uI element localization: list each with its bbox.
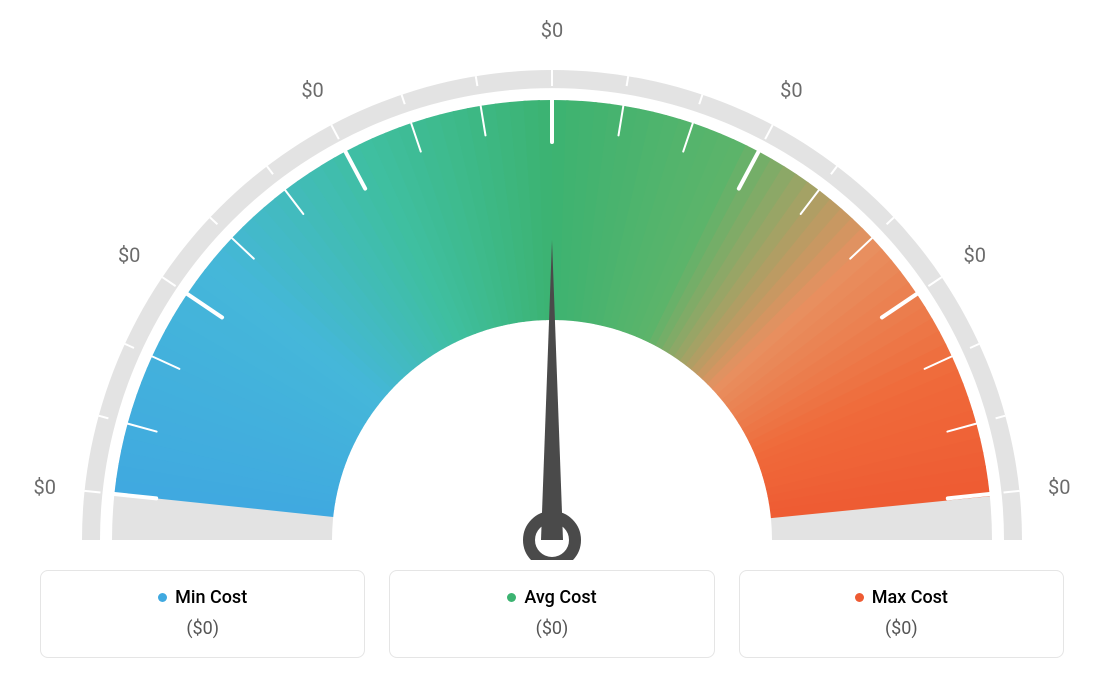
legend-card-max: Max Cost ($0): [739, 570, 1064, 658]
legend-label-avg: Avg Cost: [524, 587, 596, 608]
gauge-tick-label: $0: [964, 243, 986, 267]
gauge-area: $0 $0 $0 $0 $0 $0 $0: [0, 0, 1104, 560]
legend-dot-min: [158, 593, 167, 602]
legend-dot-avg: [507, 593, 516, 602]
legend-dot-max: [855, 593, 864, 602]
legend-label-max: Max Cost: [872, 587, 948, 608]
gauge-tick-label: $0: [301, 78, 323, 102]
cost-gauge-widget: $0 $0 $0 $0 $0 $0 $0 Min Cost ($0) Avg Cost ($…: [0, 0, 1104, 690]
gauge-tick-label: $0: [118, 243, 140, 267]
legend-card-min: Min Cost ($0): [40, 570, 365, 658]
legend-value-max: ($0): [750, 618, 1053, 639]
legend-title-min: Min Cost: [158, 587, 247, 608]
gauge-tick-label: $0: [780, 78, 802, 102]
gauge-svg: [0, 0, 1104, 560]
legend-card-avg: Avg Cost ($0): [389, 570, 714, 658]
legend-value-avg: ($0): [400, 618, 703, 639]
legend-title-max: Max Cost: [855, 587, 948, 608]
legend-label-min: Min Cost: [175, 587, 247, 608]
gauge-tick-label: $0: [541, 18, 563, 42]
legend-title-avg: Avg Cost: [507, 587, 596, 608]
legend-value-min: ($0): [51, 618, 354, 639]
gauge-tick-label: $0: [1048, 475, 1070, 499]
legend-row: Min Cost ($0) Avg Cost ($0) Max Cost ($0…: [40, 570, 1064, 658]
gauge-tick-label: $0: [34, 475, 56, 499]
